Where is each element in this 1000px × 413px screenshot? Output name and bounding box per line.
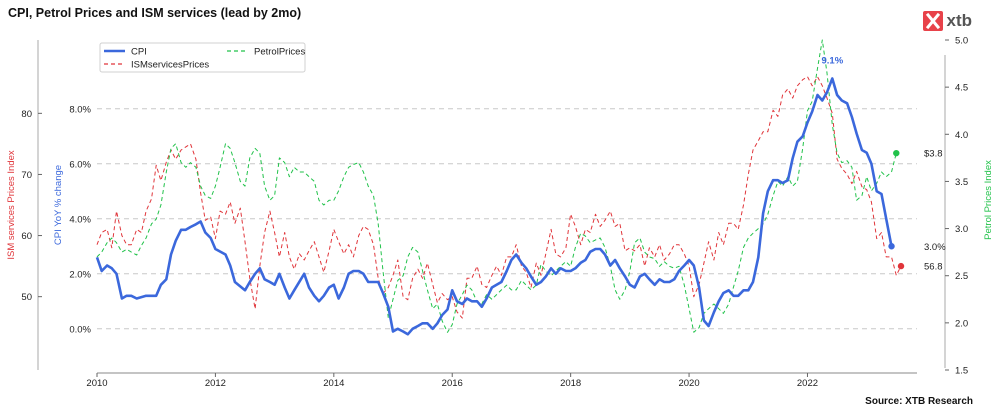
petrol-tick-label: 5.0 bbox=[955, 36, 968, 47]
xtb-x-icon bbox=[922, 11, 943, 31]
cpi-last-label: 3.0% bbox=[924, 242, 946, 253]
logo-text: xtb bbox=[946, 11, 973, 30]
ism-end-marker bbox=[897, 262, 905, 270]
petrol-tick-label: 3.5 bbox=[955, 177, 968, 188]
cpi-axis-label: CPI YoY % change bbox=[53, 165, 64, 245]
cpi-tick-label: 0.0% bbox=[69, 324, 91, 335]
cpi-end-marker bbox=[888, 243, 895, 250]
source-note: Source: XTB Research bbox=[865, 396, 973, 407]
legend-label-petrol: PetrolPrices bbox=[254, 47, 305, 58]
axes: 50 60 70 80 0.0% 2.0% 4.0% 6.0% 8.0% 1.5 2.0 2.5 3.0… bbox=[6, 36, 994, 390]
petrol-axis-label: Petrol Prices Index bbox=[983, 160, 994, 240]
cpi-tick-label: 6.0% bbox=[69, 159, 91, 170]
cpi-tick-label: 8.0% bbox=[69, 104, 91, 115]
ism-line bbox=[96, 76, 902, 319]
petrol-tick-label: 1.5 bbox=[955, 366, 968, 377]
ism-axis-label: ISM services Prices Index bbox=[6, 150, 17, 260]
legend-label-cpi: CPI bbox=[131, 47, 147, 58]
ism-last-label: 56.8 bbox=[924, 262, 943, 273]
x-tick-label: 2012 bbox=[205, 378, 226, 389]
legend-label-ism: ISMservicesPrices bbox=[131, 60, 209, 71]
cpi-tick-label: 4.0% bbox=[69, 214, 91, 225]
grid-lines bbox=[97, 108, 917, 330]
ism-tick-label: 60 bbox=[21, 231, 32, 242]
petrol-last-label: $3.8 bbox=[924, 149, 943, 160]
chart-title: CPI, Petrol Prices and ISM services (lea… bbox=[8, 6, 302, 20]
petrol-tick-label: 2.0 bbox=[955, 318, 968, 329]
cpi-tick-label: 2.0% bbox=[69, 269, 91, 280]
brand-logo: xtb bbox=[922, 11, 973, 31]
ism-tick-label: 70 bbox=[21, 170, 32, 181]
petrol-tick-label: 4.0 bbox=[955, 130, 968, 141]
cpi-line bbox=[95, 77, 893, 336]
x-tick-label: 2010 bbox=[86, 378, 107, 389]
legend-box bbox=[99, 42, 306, 73]
legend: CPI ISMservicesPrices PetrolPrices bbox=[99, 42, 306, 73]
x-tick-label: 2018 bbox=[560, 378, 581, 389]
petrol-tick-label: 4.5 bbox=[955, 83, 968, 94]
annotations: 9.1% 3.0% 56.8 $3.8 bbox=[822, 56, 947, 273]
ism-tick-label: 50 bbox=[21, 292, 32, 303]
ism-tick-label: 80 bbox=[21, 109, 32, 120]
x-tick-label: 2020 bbox=[678, 378, 699, 389]
petrol-line bbox=[96, 39, 897, 333]
x-tick-label: 2016 bbox=[442, 378, 463, 389]
series-lines bbox=[95, 39, 902, 336]
petrol-tick-label: 3.0 bbox=[955, 224, 968, 235]
petrol-tick-label: 2.5 bbox=[955, 271, 968, 282]
x-tick-label: 2014 bbox=[323, 378, 344, 389]
petrol-end-marker bbox=[893, 149, 900, 157]
x-tick-label: 2022 bbox=[797, 378, 818, 389]
cpi-peak-label: 9.1% bbox=[822, 56, 844, 67]
